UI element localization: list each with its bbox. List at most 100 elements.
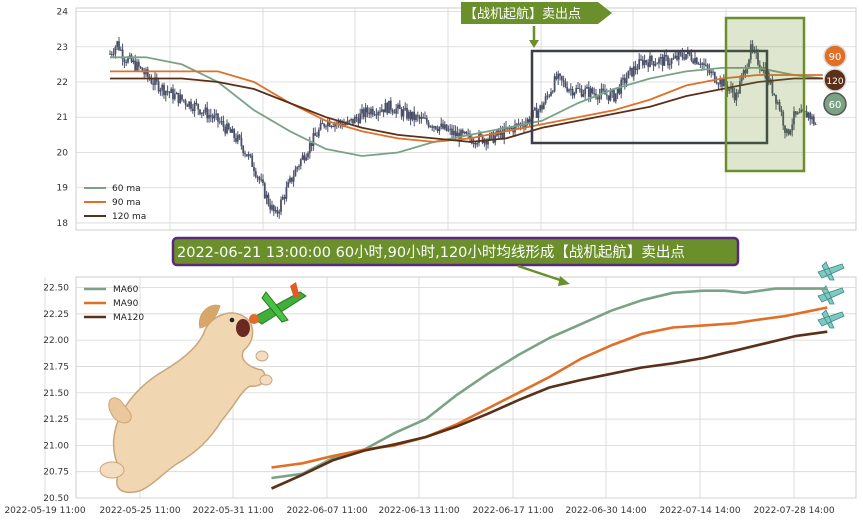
candle-body (427, 122, 430, 127)
candle-body (605, 94, 608, 96)
candle-body (667, 56, 669, 66)
candle-body (337, 120, 340, 124)
top-ma-line-90-ma (110, 70, 823, 143)
candle-body (557, 73, 560, 79)
candle-body (488, 133, 491, 141)
dog-icon (99, 304, 273, 494)
candle-body (568, 89, 570, 92)
top-ytick-label: 23 (57, 43, 68, 53)
candle-body (425, 117, 428, 123)
candle-body (114, 46, 117, 54)
candle-body (191, 108, 194, 111)
candle-body (737, 92, 740, 94)
candle-body (452, 130, 455, 135)
bottom-xtick-label: 2022-06-17 11:00 (472, 506, 553, 516)
bottom-xtick-label: 2022-06-13 11:00 (378, 506, 459, 516)
candle-body (731, 87, 734, 93)
candle-body (596, 97, 599, 100)
candle-body (371, 108, 374, 115)
candle-body (796, 112, 799, 115)
candle-body (663, 54, 666, 66)
candle-body (182, 99, 185, 101)
candle-body (357, 118, 360, 124)
candle-body (733, 92, 736, 101)
bottom-legend: MA60 MA90 MA120 (84, 285, 144, 323)
candle-body (256, 176, 259, 178)
candle-body (652, 61, 655, 66)
candle-body (730, 87, 732, 90)
candle-body (780, 109, 783, 113)
candle-body (717, 83, 720, 85)
candle-body (402, 109, 405, 117)
candle-body (373, 114, 376, 116)
candle-body (175, 92, 178, 95)
candle-body (253, 166, 255, 172)
candle-body (600, 88, 603, 95)
candle-body (136, 61, 138, 71)
candle-body (609, 92, 612, 101)
candle-body (478, 133, 480, 144)
candle-body (415, 115, 417, 121)
candle-body (391, 110, 394, 113)
ma-badges: 90 120 60 (823, 44, 847, 116)
candle-body (222, 121, 225, 127)
candle-body (438, 126, 441, 132)
candle-body (384, 102, 387, 113)
candle-body (487, 140, 489, 145)
candle-body (683, 57, 686, 60)
candle-body (776, 102, 779, 104)
candle-body (200, 112, 203, 115)
candle-body (645, 60, 648, 63)
bottom-xtick-label: 2022-05-25 11:00 (99, 506, 180, 516)
candle-body (713, 72, 716, 82)
candle-body (141, 67, 144, 73)
candle-body (794, 111, 797, 115)
candle-body (546, 95, 549, 97)
candle-body (278, 211, 281, 214)
candle-body (447, 129, 450, 131)
candle-body (474, 142, 477, 145)
candle-body (353, 116, 356, 124)
candle-body (406, 107, 408, 119)
candle-body (566, 86, 569, 92)
candle-body (236, 135, 239, 142)
candle-body (190, 101, 192, 109)
candle-body (312, 133, 315, 147)
candle-body (722, 78, 725, 87)
candle-body (623, 77, 626, 84)
candle-body (386, 102, 389, 114)
candle-body (110, 53, 113, 55)
candle-body (690, 54, 693, 61)
candle-body (539, 105, 542, 111)
bottom-xtick-label: 2022-07-14 14:00 (659, 506, 740, 516)
candle-body (587, 87, 590, 97)
candle-body (154, 77, 156, 85)
top-legend: 60 ma 90 ma 120 ma (84, 184, 146, 222)
candle-body (262, 179, 264, 184)
candle-body (292, 176, 295, 182)
top-ma-lines (110, 56, 823, 157)
candle-body (706, 64, 709, 70)
candle-body (701, 63, 704, 65)
candle-body (418, 116, 421, 119)
candle-body (208, 114, 210, 119)
candle-body (476, 143, 479, 145)
candle-body (665, 54, 668, 57)
candle-body (157, 81, 160, 92)
candle-body (550, 92, 552, 96)
candle-body (258, 177, 261, 180)
candle-body (377, 111, 380, 116)
candle-body (463, 131, 466, 134)
candle-body (242, 146, 245, 154)
candle-body (735, 92, 738, 101)
candle-body (571, 88, 574, 96)
candle-body (325, 126, 327, 128)
candle-body (798, 112, 801, 114)
top-ytick-label: 19 (57, 184, 69, 194)
candle-body (542, 103, 545, 110)
candle-body (544, 96, 547, 104)
candle-body (283, 196, 286, 199)
candle-body (422, 117, 425, 119)
bottom-xtick-label: 2022-07-28 14:00 (753, 506, 834, 516)
candle-body (451, 128, 453, 135)
